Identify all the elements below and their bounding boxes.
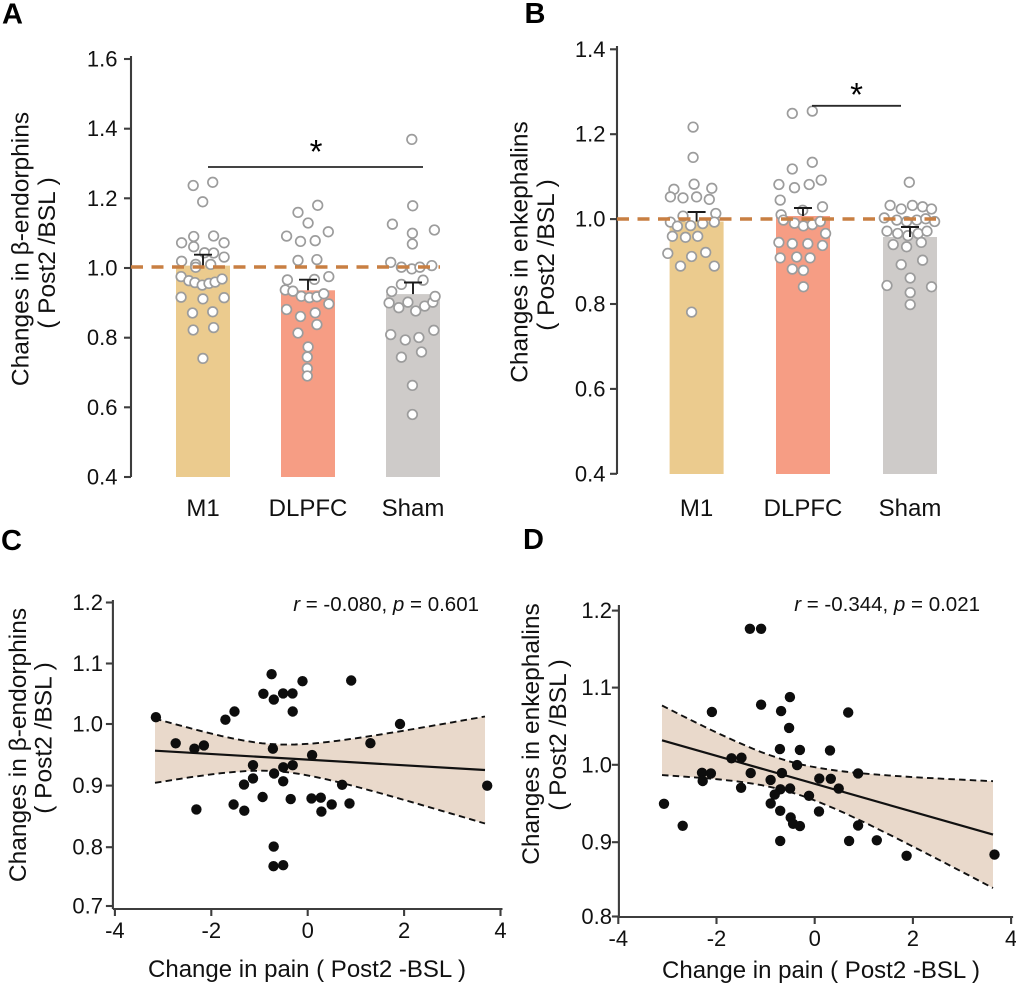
svg-text:0.4: 0.4 bbox=[87, 465, 118, 490]
svg-text:-2: -2 bbox=[707, 926, 727, 951]
svg-text:Changes in β-endorphins: Changes in β-endorphins bbox=[8, 112, 35, 386]
svg-text:Change in pain ( Post2 -BSL ): Change in pain ( Post2 -BSL ) bbox=[662, 957, 980, 984]
svg-text:*: * bbox=[850, 76, 863, 113]
svg-text:( Post2 /BSL ): ( Post2 /BSL ) bbox=[545, 659, 572, 811]
svg-text:0.9: 0.9 bbox=[72, 773, 103, 798]
svg-text:1.6: 1.6 bbox=[87, 47, 118, 72]
svg-text:-4: -4 bbox=[105, 918, 125, 943]
svg-text:1.2: 1.2 bbox=[575, 122, 606, 147]
svg-text:( Post2 /BSL ): ( Post2 /BSL ) bbox=[31, 662, 58, 814]
svg-text:A: A bbox=[2, 0, 23, 31]
svg-text:1.2: 1.2 bbox=[581, 598, 612, 623]
svg-text:4: 4 bbox=[494, 918, 506, 943]
svg-text:0.6: 0.6 bbox=[87, 395, 118, 420]
svg-text:Sham: Sham bbox=[382, 495, 445, 522]
svg-text:1.2: 1.2 bbox=[87, 186, 118, 211]
svg-text:M1: M1 bbox=[680, 495, 713, 522]
svg-text:2: 2 bbox=[907, 926, 919, 951]
svg-text:0.9: 0.9 bbox=[581, 830, 612, 855]
svg-text:1.1: 1.1 bbox=[581, 675, 612, 700]
svg-text:1.0: 1.0 bbox=[581, 752, 612, 777]
svg-text:0.4: 0.4 bbox=[575, 461, 606, 486]
svg-text:Changes in enkephalins: Changes in enkephalins bbox=[507, 121, 534, 383]
svg-text:0.8: 0.8 bbox=[72, 835, 103, 860]
svg-text:Sham: Sham bbox=[879, 495, 942, 522]
svg-text:r = -0.344, p = 0.021: r = -0.344, p = 0.021 bbox=[794, 593, 980, 616]
svg-text:Changes in β-endorphins: Changes in β-endorphins bbox=[5, 608, 32, 882]
svg-text:0.8: 0.8 bbox=[87, 325, 118, 350]
svg-text:0: 0 bbox=[302, 918, 314, 943]
svg-text:B: B bbox=[525, 0, 546, 30]
svg-text:( Post2 /BSL ): ( Post2 /BSL ) bbox=[34, 177, 61, 329]
svg-text:1.0: 1.0 bbox=[575, 207, 606, 232]
svg-text:Change in pain ( Post2 -BSL ): Change in pain ( Post2 -BSL ) bbox=[148, 956, 466, 983]
svg-text:4: 4 bbox=[1005, 926, 1016, 951]
svg-text:0: 0 bbox=[809, 926, 821, 951]
svg-text:M1: M1 bbox=[186, 495, 219, 522]
svg-text:( Post2 /BSL ): ( Post2 /BSL ) bbox=[533, 179, 560, 331]
svg-text:DLPFC: DLPFC bbox=[269, 495, 348, 522]
svg-text:0.7: 0.7 bbox=[72, 894, 103, 919]
svg-text:1.4: 1.4 bbox=[87, 116, 118, 141]
svg-text:0.6: 0.6 bbox=[575, 376, 606, 401]
svg-text:D: D bbox=[523, 524, 544, 556]
svg-text:1.2: 1.2 bbox=[72, 590, 103, 615]
svg-text:-2: -2 bbox=[202, 918, 222, 943]
svg-text:DLPFC: DLPFC bbox=[764, 495, 843, 522]
svg-text:1.4: 1.4 bbox=[575, 37, 606, 62]
svg-text:1.1: 1.1 bbox=[72, 651, 103, 676]
svg-text:Changes in enkephalins: Changes in enkephalins bbox=[518, 603, 545, 865]
svg-text:2: 2 bbox=[398, 918, 410, 943]
svg-text:0.8: 0.8 bbox=[575, 292, 606, 317]
svg-text:*: * bbox=[310, 133, 323, 170]
svg-text:0.8: 0.8 bbox=[581, 904, 612, 929]
svg-text:1.0: 1.0 bbox=[72, 712, 103, 737]
svg-text:-4: -4 bbox=[609, 926, 629, 951]
svg-text:C: C bbox=[1, 525, 22, 557]
svg-text:r = -0.080, p = 0.601: r = -0.080, p = 0.601 bbox=[293, 593, 479, 616]
svg-text:1.0: 1.0 bbox=[87, 256, 118, 281]
